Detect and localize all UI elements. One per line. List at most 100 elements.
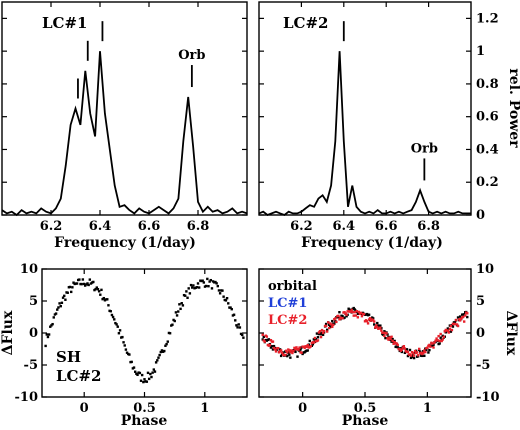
data-point-lc2 — [441, 338, 444, 341]
data-point-lc2 — [375, 324, 378, 327]
data-point-lc2 — [464, 314, 467, 317]
data-point-lc2 — [459, 317, 463, 321]
data-point-orbital — [394, 345, 397, 349]
data-point-lc2 — [416, 354, 420, 357]
data-point-orbital — [403, 351, 407, 355]
data-point-lc2 — [292, 349, 295, 353]
data-point-orbital — [456, 316, 460, 319]
data-point — [110, 313, 114, 317]
data-point-lc2 — [284, 353, 287, 357]
x-axis-label: Phase — [121, 413, 168, 429]
data-point-lc2 — [458, 319, 462, 322]
y-tick-label: 0 — [476, 326, 485, 341]
data-point — [68, 285, 72, 289]
data-point — [237, 323, 240, 326]
data-point — [164, 344, 167, 347]
data-point — [59, 304, 62, 308]
data-point — [218, 292, 222, 295]
data-point-lc2 — [371, 319, 375, 322]
data-point-orbital — [425, 348, 428, 352]
y-axis-label: rel. Power — [506, 68, 520, 148]
data-point — [113, 318, 116, 321]
data-point — [156, 359, 159, 362]
data-point — [115, 323, 118, 326]
data-point — [47, 333, 51, 336]
data-point — [234, 319, 237, 322]
data-point-orbital — [316, 336, 320, 339]
data-point — [158, 353, 161, 357]
data-point-lc2 — [390, 335, 393, 338]
data-point-lc2 — [317, 331, 321, 334]
data-point-lc2 — [362, 312, 366, 316]
data-point — [133, 370, 137, 373]
data-point-lc2 — [448, 327, 452, 331]
data-point — [159, 350, 162, 354]
data-point-lc2 — [303, 346, 306, 350]
data-point — [196, 282, 200, 285]
data-point-lc2 — [319, 335, 323, 339]
data-point-orbital — [391, 337, 394, 341]
data-point-lc2 — [290, 349, 293, 352]
data-point-lc2 — [332, 323, 335, 327]
data-point-orbital — [299, 348, 302, 351]
data-point-orbital — [317, 332, 321, 336]
x-tick-label: 6.8 — [417, 219, 440, 234]
y-tick-label: 0.2 — [476, 175, 499, 190]
data-point-orbital — [321, 333, 325, 337]
data-point-lc2 — [354, 314, 357, 317]
data-point-lc2 — [305, 345, 308, 349]
data-point-lc2 — [456, 324, 460, 328]
x-tick-label: 1 — [200, 401, 209, 416]
data-point-lc2 — [345, 313, 348, 316]
data-point — [106, 298, 109, 301]
data-point-lc2 — [379, 326, 382, 329]
data-point — [94, 287, 97, 291]
data-point-orbital — [458, 315, 462, 318]
panel-orbital-phased: 0 0.5 1 -10 -5 0 5 10 orbital LC#1 LC#2 Phase Δ… — [258, 262, 519, 429]
data-point-lc2 — [446, 329, 450, 333]
data-point — [70, 290, 73, 294]
x-tick-label: 6.2 — [40, 219, 63, 234]
x-tick-label: 6.4 — [332, 219, 355, 234]
data-point-lc2 — [461, 315, 465, 319]
data-point — [209, 278, 213, 282]
data-point-orbital — [400, 350, 404, 354]
data-point-orbital — [286, 354, 289, 358]
data-point-lc2 — [312, 341, 316, 344]
data-point-lc2 — [289, 350, 292, 354]
data-point-lc2 — [279, 349, 283, 352]
data-point-orbital — [453, 321, 457, 324]
panel-lc1-periodogram: LC#1 6.26.46.66.800.20.40.60.811.2 Orb F… — [1, 1, 248, 251]
data-point — [107, 304, 110, 307]
data-point — [146, 371, 150, 375]
panel-sh-phased: 0 0.5 1 -10 -5 0 5 10 SH LC#2 Phase ΔFlux — [0, 262, 248, 429]
data-point-orbital — [449, 330, 453, 333]
data-point-lc2 — [265, 335, 269, 338]
x-tick-label: 1 — [423, 401, 432, 416]
data-point-lc2 — [462, 320, 466, 323]
data-point — [154, 361, 158, 364]
data-point — [208, 280, 211, 283]
data-point — [132, 366, 136, 369]
data-point-lc2 — [272, 346, 276, 350]
data-point-lc2 — [398, 348, 401, 351]
data-point-lc2 — [328, 326, 331, 330]
data-point — [165, 342, 168, 346]
data-point — [121, 335, 124, 339]
y-tick-label: 10 — [476, 262, 494, 277]
data-point-lc2 — [395, 342, 398, 345]
data-point — [117, 332, 121, 335]
peak-label-orb: Orb — [178, 48, 205, 63]
data-point-lc2 — [409, 354, 413, 357]
y-tick-label: 10 — [20, 262, 38, 277]
data-point — [111, 315, 115, 319]
data-point — [181, 304, 185, 307]
data-point — [96, 288, 100, 291]
y-tick-label: 0.4 — [476, 142, 499, 157]
data-point-lc2 — [335, 320, 338, 324]
data-point-orbital — [298, 349, 301, 353]
data-point — [95, 286, 99, 289]
data-point-lc2 — [261, 333, 264, 336]
data-point-lc2 — [357, 310, 361, 314]
